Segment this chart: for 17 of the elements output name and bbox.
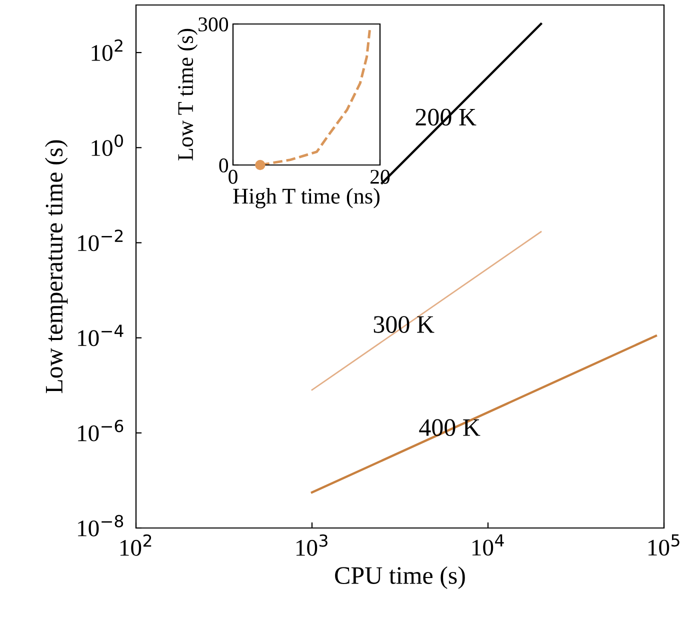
series-label: 400 K xyxy=(419,419,480,436)
x-tick-label: 10$^{3}$ xyxy=(296,534,328,556)
y-tick-label: 10$^{2}$ xyxy=(92,39,122,61)
series-label: 300 K xyxy=(374,316,434,333)
y-tick-label: 10$^{−2}$ xyxy=(78,230,123,252)
y-tick-label: 10$^{−6}$ xyxy=(78,420,124,442)
y-tick-label: 10$^{−4}$ xyxy=(78,324,124,346)
x-tick-label: 10$^{4}$ xyxy=(472,534,504,556)
y-tick-label: 10$^{−8}$ xyxy=(78,514,124,536)
x-axis-title: CPU time (s) xyxy=(335,566,465,590)
x-tick-label: 10$^{5}$ xyxy=(648,534,680,556)
y-axis-title: Low T time (s) xyxy=(177,28,198,160)
y-axis-title: Low temperature time (s) xyxy=(45,140,68,394)
y-tick-label: 10$^{0}$ xyxy=(92,134,123,156)
x-tick-label: 10$^{2}$ xyxy=(120,534,152,556)
y-tick-label: 300 xyxy=(198,17,228,32)
x-axis-title: High T time (ns) xyxy=(233,188,380,208)
